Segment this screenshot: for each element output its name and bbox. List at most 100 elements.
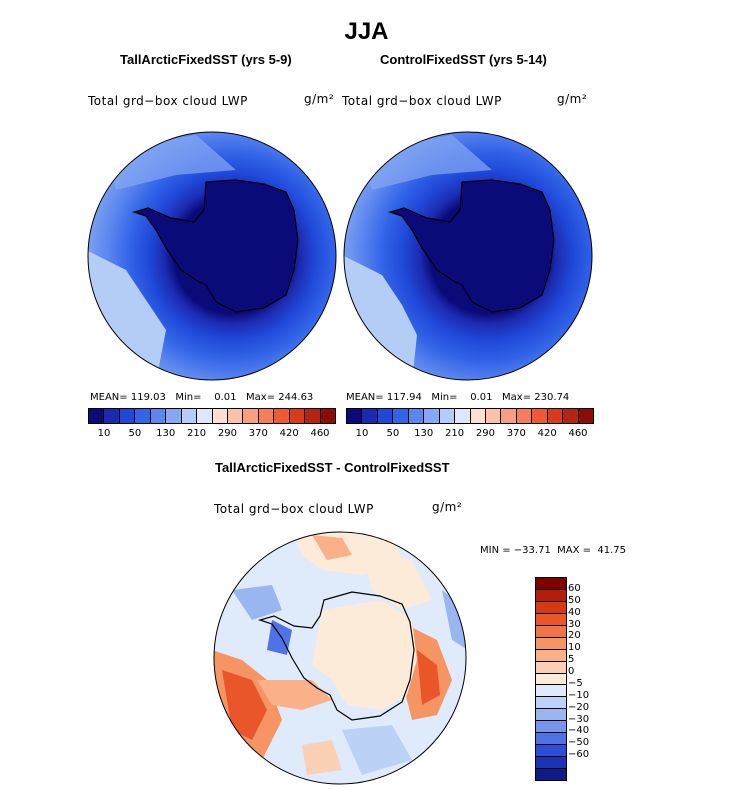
figure-title: JJA — [344, 18, 389, 45]
colorbar-swatch — [423, 409, 439, 423]
colorbar-tick-label: 10 — [355, 428, 369, 439]
colorbar-tick-label: 30 — [568, 618, 581, 630]
colorbar-swatch — [304, 409, 320, 423]
colorbar-swatch — [149, 409, 166, 423]
colorbar-swatch — [515, 409, 532, 423]
colorbar-swatch — [536, 768, 566, 780]
diff-colorbar-ticks: 60 50 40 30 20 10 5 0 −5 −10 −20 −30 −40 −50 −60 — [568, 577, 608, 779]
colorbar-swatch — [319, 409, 335, 423]
colorbar-swatch — [536, 744, 566, 757]
colorbar-swatch — [531, 409, 547, 423]
colorbar-swatch — [536, 684, 566, 697]
colorbar-swatch — [536, 636, 566, 649]
colorbar-swatch — [376, 409, 393, 423]
panel-1-colorbar-ticks: 10 50 130 210 290 370 420 460 — [88, 428, 336, 442]
colorbar-swatch — [211, 409, 227, 423]
colorbar-swatch — [103, 409, 119, 423]
colorbar-tick-label: 370 — [506, 428, 526, 439]
colorbar-swatch — [196, 409, 212, 423]
colorbar-swatch — [407, 409, 424, 423]
colorbar-tick-label: 50 — [568, 594, 581, 606]
colorbar-swatch — [536, 660, 566, 673]
panel-2-subtitle: ControlFixedSST (yrs 5-14) — [380, 52, 547, 67]
colorbar-swatch — [361, 409, 377, 423]
diff-subtitle: TallArcticFixedSST - ControlFixedSST — [215, 460, 450, 475]
colorbar-tick-label: 420 — [537, 428, 557, 439]
diff-polar-map — [213, 531, 467, 785]
colorbar-swatch — [180, 409, 197, 423]
colorbar-tick-label: −60 — [568, 749, 590, 761]
panel-2-units: g/m² — [557, 92, 588, 106]
panel-2-colorbar — [346, 408, 594, 424]
colorbar-tick-label: −30 — [568, 713, 590, 725]
colorbar-tick-label: 50 — [128, 428, 142, 439]
colorbar-tick-label: −50 — [568, 737, 590, 749]
colorbar-swatch — [546, 409, 563, 423]
panel-1-polar-map — [87, 131, 337, 381]
panel-2-polar-map — [343, 131, 593, 381]
colorbar-swatch — [536, 732, 566, 745]
colorbar-tick-label: 5 — [568, 654, 575, 666]
colorbar-tick-label: 50 — [386, 428, 400, 439]
colorbar-swatch — [536, 600, 566, 613]
diff-colorbar — [535, 577, 567, 781]
colorbar-swatch — [438, 409, 455, 423]
colorbar-tick-label: −5 — [568, 677, 583, 689]
colorbar-swatch — [242, 409, 258, 423]
panel-1-colorbar — [88, 408, 336, 424]
colorbar-swatch — [536, 696, 566, 709]
colorbar-swatch — [165, 409, 181, 423]
colorbar-tick-label: 130 — [414, 428, 434, 439]
panel-1-stats: MEAN= 119.03 Min= 0.01 Max= 244.63 — [90, 392, 314, 403]
diff-units: g/m² — [432, 500, 463, 514]
colorbar-tick-label: −20 — [568, 701, 590, 713]
colorbar-swatch — [536, 672, 566, 685]
panel-1-subtitle: TallArcticFixedSST (yrs 5-9) — [120, 52, 292, 67]
colorbar-swatch — [484, 409, 501, 423]
colorbar-swatch — [118, 409, 135, 423]
colorbar-swatch — [536, 624, 566, 637]
panel-2-stats: MEAN= 117.94 Min= 0.01 Max= 230.74 — [346, 392, 570, 403]
colorbar-swatch — [257, 409, 274, 423]
colorbar-tick-label: 460 — [310, 428, 330, 439]
colorbar-swatch — [536, 756, 566, 768]
diff-variable-label: Total grd−box cloud LWP — [214, 502, 374, 516]
colorbar-tick-label: 0 — [568, 666, 575, 678]
colorbar-tick-label: 290 — [217, 428, 237, 439]
colorbar-swatch — [226, 409, 243, 423]
colorbar-swatch — [454, 409, 470, 423]
colorbar-swatch — [392, 409, 408, 423]
colorbar-swatch — [562, 409, 578, 423]
colorbar-tick-label: 130 — [156, 428, 176, 439]
colorbar-tick-label: 40 — [568, 606, 581, 618]
diff-minmax: MIN = −33.71 MAX = 41.75 — [480, 545, 627, 556]
colorbar-tick-label: −40 — [568, 725, 590, 737]
colorbar-swatch — [536, 708, 566, 721]
colorbar-tick-label: 20 — [568, 630, 581, 642]
colorbar-tick-label: 10 — [568, 642, 581, 654]
colorbar-tick-label: −10 — [568, 689, 590, 701]
colorbar-swatch — [469, 409, 485, 423]
panel-1-variable-label: Total grd−box cloud LWP — [88, 94, 248, 108]
panel-2-colorbar-ticks: 10 50 130 210 290 370 420 460 — [346, 428, 594, 442]
colorbar-swatch — [273, 409, 289, 423]
colorbar-tick-label: 10 — [97, 428, 111, 439]
colorbar-tick-label: 210 — [187, 428, 207, 439]
colorbar-tick-label: 460 — [568, 428, 588, 439]
colorbar-swatch — [89, 409, 104, 423]
colorbar-tick-label: 290 — [475, 428, 495, 439]
colorbar-tick-label: 420 — [279, 428, 299, 439]
colorbar-tick-label: 60 — [568, 582, 581, 594]
colorbar-swatch — [500, 409, 516, 423]
colorbar-swatch — [577, 409, 593, 423]
colorbar-swatch — [536, 612, 566, 625]
colorbar-swatch — [134, 409, 150, 423]
colorbar-swatch — [536, 578, 566, 589]
colorbar-swatch — [288, 409, 305, 423]
colorbar-swatch — [347, 409, 362, 423]
colorbar-swatch — [536, 588, 566, 601]
colorbar-tick-label: 210 — [445, 428, 465, 439]
colorbar-tick-label: 370 — [248, 428, 268, 439]
panel-1-units: g/m² — [304, 92, 335, 106]
colorbar-swatch — [536, 648, 566, 661]
